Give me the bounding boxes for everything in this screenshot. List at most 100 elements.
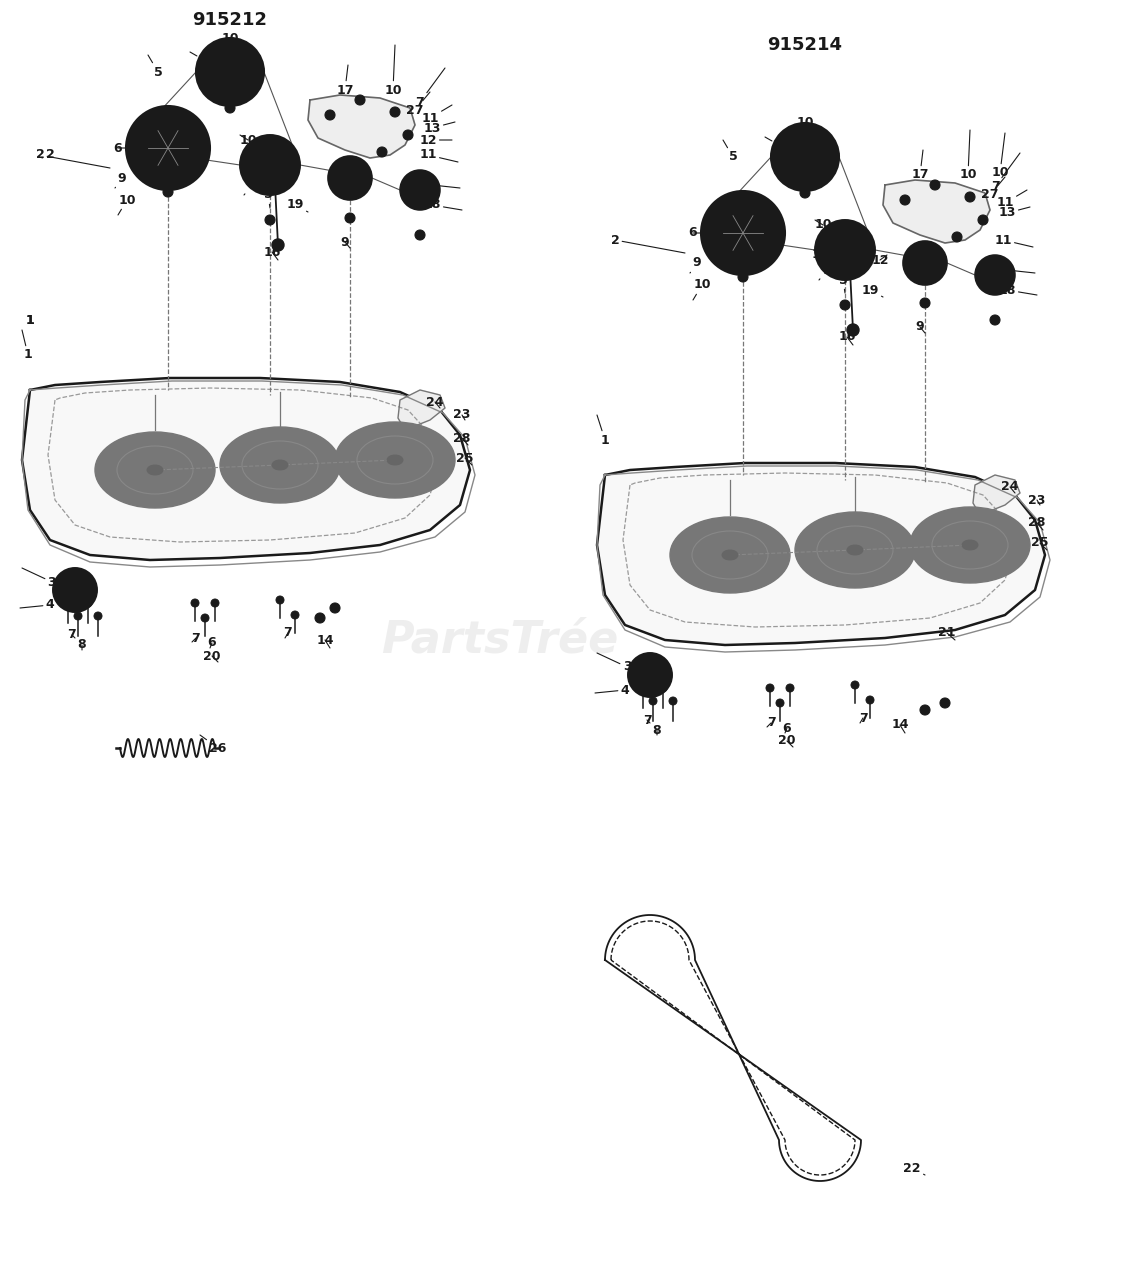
Text: 7: 7 bbox=[766, 717, 775, 730]
Circle shape bbox=[638, 684, 647, 692]
Text: 13: 13 bbox=[424, 122, 455, 134]
Text: 28: 28 bbox=[453, 431, 471, 445]
Text: 18: 18 bbox=[424, 198, 462, 211]
Circle shape bbox=[802, 154, 808, 160]
Circle shape bbox=[59, 575, 66, 580]
Circle shape bbox=[328, 156, 372, 200]
Text: 10: 10 bbox=[118, 193, 136, 215]
Circle shape bbox=[85, 575, 90, 580]
Circle shape bbox=[355, 95, 365, 105]
Text: 4: 4 bbox=[20, 599, 54, 612]
Text: 6: 6 bbox=[783, 722, 791, 735]
Text: 16: 16 bbox=[838, 330, 855, 346]
Circle shape bbox=[903, 241, 947, 285]
Circle shape bbox=[912, 250, 938, 276]
Text: 22: 22 bbox=[903, 1161, 925, 1175]
Circle shape bbox=[800, 188, 810, 198]
Text: 7: 7 bbox=[991, 154, 1020, 193]
Text: PartsTrée: PartsTrée bbox=[382, 618, 618, 662]
Circle shape bbox=[345, 212, 355, 223]
Text: 10: 10 bbox=[959, 131, 976, 182]
Ellipse shape bbox=[272, 460, 288, 470]
Text: 6: 6 bbox=[208, 636, 216, 649]
Text: 15: 15 bbox=[247, 155, 267, 169]
Circle shape bbox=[53, 568, 97, 612]
Text: 14: 14 bbox=[316, 634, 333, 648]
Text: 5: 5 bbox=[148, 55, 163, 78]
Text: 915212: 915212 bbox=[192, 12, 268, 29]
Circle shape bbox=[377, 147, 386, 157]
Circle shape bbox=[701, 191, 785, 275]
Circle shape bbox=[408, 178, 432, 202]
Circle shape bbox=[163, 143, 173, 154]
Circle shape bbox=[262, 157, 278, 173]
Ellipse shape bbox=[962, 540, 977, 550]
Ellipse shape bbox=[95, 431, 215, 508]
Circle shape bbox=[827, 232, 863, 268]
Circle shape bbox=[140, 120, 195, 175]
Text: 14: 14 bbox=[892, 718, 909, 733]
Circle shape bbox=[815, 220, 875, 280]
Circle shape bbox=[252, 147, 288, 183]
Text: 11: 11 bbox=[997, 189, 1027, 210]
Circle shape bbox=[940, 698, 950, 708]
Text: 7: 7 bbox=[68, 628, 77, 641]
Text: 6: 6 bbox=[688, 227, 699, 239]
Ellipse shape bbox=[377, 448, 412, 472]
Text: 1: 1 bbox=[597, 415, 609, 447]
Circle shape bbox=[920, 705, 930, 716]
Circle shape bbox=[766, 684, 774, 692]
Circle shape bbox=[330, 603, 340, 613]
Text: 23: 23 bbox=[1028, 494, 1045, 507]
Text: 3: 3 bbox=[21, 568, 56, 589]
Text: 7: 7 bbox=[192, 631, 200, 645]
Circle shape bbox=[634, 685, 641, 691]
Text: 9: 9 bbox=[690, 256, 702, 273]
Polygon shape bbox=[21, 378, 470, 561]
Text: 20: 20 bbox=[779, 735, 796, 748]
Circle shape bbox=[634, 659, 641, 666]
Circle shape bbox=[272, 239, 284, 251]
Circle shape bbox=[345, 173, 355, 183]
Text: 13: 13 bbox=[998, 206, 1031, 219]
Text: 1: 1 bbox=[21, 330, 33, 361]
Circle shape bbox=[85, 600, 90, 605]
Ellipse shape bbox=[334, 422, 455, 498]
Ellipse shape bbox=[848, 545, 863, 556]
Text: 7: 7 bbox=[643, 713, 651, 727]
Text: 8: 8 bbox=[653, 723, 661, 736]
Text: 7: 7 bbox=[859, 712, 868, 724]
Text: 6: 6 bbox=[114, 142, 125, 155]
Text: 11: 11 bbox=[419, 148, 458, 163]
Circle shape bbox=[403, 131, 412, 140]
Circle shape bbox=[400, 170, 440, 210]
Circle shape bbox=[645, 669, 655, 680]
Circle shape bbox=[660, 659, 666, 666]
Circle shape bbox=[191, 599, 199, 607]
Text: 10: 10 bbox=[693, 279, 711, 300]
Circle shape bbox=[975, 255, 1015, 294]
Text: 5: 5 bbox=[931, 253, 945, 266]
Circle shape bbox=[225, 102, 235, 113]
Circle shape bbox=[221, 63, 240, 81]
Text: 2: 2 bbox=[42, 148, 54, 161]
Circle shape bbox=[267, 163, 273, 168]
Text: 8: 8 bbox=[78, 639, 86, 652]
Circle shape bbox=[920, 298, 930, 308]
Circle shape bbox=[837, 242, 853, 259]
Circle shape bbox=[715, 205, 771, 261]
Text: 20: 20 bbox=[203, 649, 220, 663]
Text: 10: 10 bbox=[811, 243, 828, 261]
Circle shape bbox=[163, 187, 173, 197]
Polygon shape bbox=[308, 95, 415, 157]
Text: 28: 28 bbox=[1028, 517, 1045, 530]
Text: 18: 18 bbox=[998, 283, 1037, 297]
Text: 1: 1 bbox=[26, 314, 34, 326]
Circle shape bbox=[315, 613, 325, 623]
Ellipse shape bbox=[951, 532, 988, 557]
Circle shape bbox=[628, 653, 672, 698]
Ellipse shape bbox=[837, 538, 873, 562]
Circle shape bbox=[337, 165, 363, 191]
Text: 915214: 915214 bbox=[767, 36, 843, 54]
Polygon shape bbox=[973, 475, 1020, 515]
